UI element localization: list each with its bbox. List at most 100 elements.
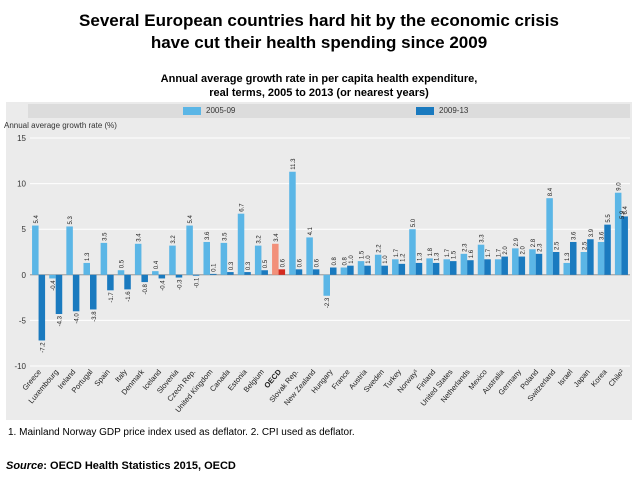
data-label: 2.2 — [377, 244, 383, 253]
bar-2005-09 — [49, 274, 56, 279]
bar-2005-09 — [580, 252, 588, 275]
data-label: 2.5 — [582, 241, 588, 250]
data-label: 2.0 — [503, 246, 509, 255]
title-line-1: Several European countries hard hit by t… — [79, 11, 559, 30]
data-label: 3.6 — [205, 231, 211, 240]
legend-label-2009-13: 2009-13 — [439, 106, 469, 115]
bar-2005-09 — [460, 253, 468, 275]
bar-2009-13 — [330, 267, 337, 275]
data-label: 3.4 — [274, 233, 280, 242]
bar-2005-09 — [66, 226, 73, 275]
data-label: 2.9 — [514, 237, 520, 246]
data-label: 3.5 — [102, 232, 108, 241]
bar-2009-13 — [72, 274, 80, 312]
data-label: -2.3 — [325, 297, 331, 308]
data-label: 1.7 — [394, 248, 400, 257]
data-label: 9.0 — [617, 182, 623, 191]
bar-2005-09 — [152, 271, 159, 275]
data-label: 2.0 — [520, 246, 526, 255]
data-label: -7.2 — [40, 342, 46, 353]
data-label: 2.3 — [537, 243, 543, 252]
footnote: 1. Mainland Norway GDP price index used … — [8, 427, 355, 438]
data-label: 1.3 — [417, 252, 423, 261]
data-label: 0.8 — [332, 257, 338, 266]
bar-2009-13 — [587, 239, 594, 275]
data-label: -0.8 — [143, 283, 149, 294]
data-label: 5.4 — [188, 215, 194, 224]
bar-2009-13 — [570, 241, 577, 275]
bar-2009-13 — [158, 274, 166, 279]
data-label: -4.3 — [57, 315, 63, 326]
data-label: 0.6 — [315, 258, 321, 267]
y-tick-label: 10 — [17, 180, 26, 189]
legend-swatch-2009-13 — [416, 107, 434, 115]
data-label: 2.3 — [462, 243, 468, 252]
bar-2009-13 — [501, 256, 508, 275]
bar-2009-13 — [484, 259, 491, 275]
data-label: 1.3 — [565, 252, 571, 261]
y-tick-label: -10 — [14, 362, 26, 371]
y-tick-label: 0 — [22, 271, 27, 280]
bar-2009-13 — [90, 274, 97, 310]
data-label: 3.2 — [171, 235, 177, 244]
data-label: 1.0 — [366, 255, 372, 264]
bar-2009-13 — [415, 262, 423, 275]
data-label: -1.6 — [126, 291, 132, 302]
y-tick-label: 15 — [17, 134, 26, 143]
data-label: 0.5 — [263, 259, 269, 268]
bar-2005-09 — [426, 258, 433, 275]
bar-2005-09 — [169, 245, 176, 275]
source-line: Source: OECD Health Statistics 2015, OEC… — [6, 460, 236, 472]
bar-2009-13 — [312, 269, 320, 275]
data-label: 0.6 — [280, 258, 286, 267]
data-label: 3.2 — [257, 235, 263, 244]
bar-2005-09 — [357, 261, 365, 275]
bar-2005-09 — [392, 259, 399, 275]
bar-2005-09 — [32, 225, 39, 275]
bar-2009-13 — [518, 256, 526, 275]
data-label: 1.7 — [486, 248, 492, 257]
data-label: 1.6 — [469, 249, 475, 258]
data-label: 5.3 — [68, 215, 74, 224]
bar-2005-09 — [83, 262, 90, 275]
bar-2005-09 — [443, 259, 450, 275]
subtitle-line-1: Annual average growth rate in per capita… — [160, 73, 478, 85]
bar-2005-09 — [546, 198, 553, 275]
data-label: -0.4 — [160, 280, 166, 291]
data-label: 0.3 — [229, 261, 235, 270]
bar-2009-13 — [432, 262, 440, 275]
source-text: : OECD Health Statistics 2015, OECD — [43, 460, 236, 472]
bar-2009-13 — [124, 274, 131, 290]
data-label: 3.3 — [480, 234, 486, 243]
data-label: 1.3 — [435, 252, 441, 261]
bar-2005-09 — [134, 243, 142, 275]
bar-2009-13 — [141, 274, 148, 283]
bar-2009-13 — [621, 216, 628, 275]
data-label: 5.9 — [620, 210, 626, 219]
data-label: 0.4 — [154, 260, 160, 269]
bar-2005-09 — [597, 241, 605, 275]
bar-2005-09 — [529, 249, 536, 275]
y-tick-label: -5 — [19, 316, 27, 325]
bar-2005-09 — [477, 244, 485, 275]
bar-2005-09 — [254, 245, 262, 275]
data-label: 8.4 — [548, 187, 554, 196]
data-label: -0.4 — [51, 280, 57, 291]
category-label: Korea — [589, 367, 609, 389]
legend: 2005-09 2009-13 — [28, 104, 630, 118]
bar-2005-09 — [494, 259, 502, 275]
bar-2009-13 — [467, 260, 474, 275]
bar-2009-13 — [192, 274, 200, 276]
data-label: 6.7 — [240, 203, 246, 212]
category-label: Japan — [572, 368, 592, 389]
y-tick-label: 5 — [22, 225, 27, 234]
bar-2009-13 — [450, 261, 457, 275]
data-label: 1.8 — [428, 247, 434, 256]
title-line-2: have cut their health spending since 200… — [150, 33, 488, 52]
data-label: 2.8 — [531, 238, 537, 247]
bar-2005-09 — [272, 243, 279, 275]
data-label: 5.0 — [411, 218, 417, 227]
chart-subtitle: Annual average growth rate in per capita… — [0, 72, 638, 100]
data-label: 1.7 — [445, 248, 451, 257]
bar-2009-13 — [364, 265, 371, 275]
